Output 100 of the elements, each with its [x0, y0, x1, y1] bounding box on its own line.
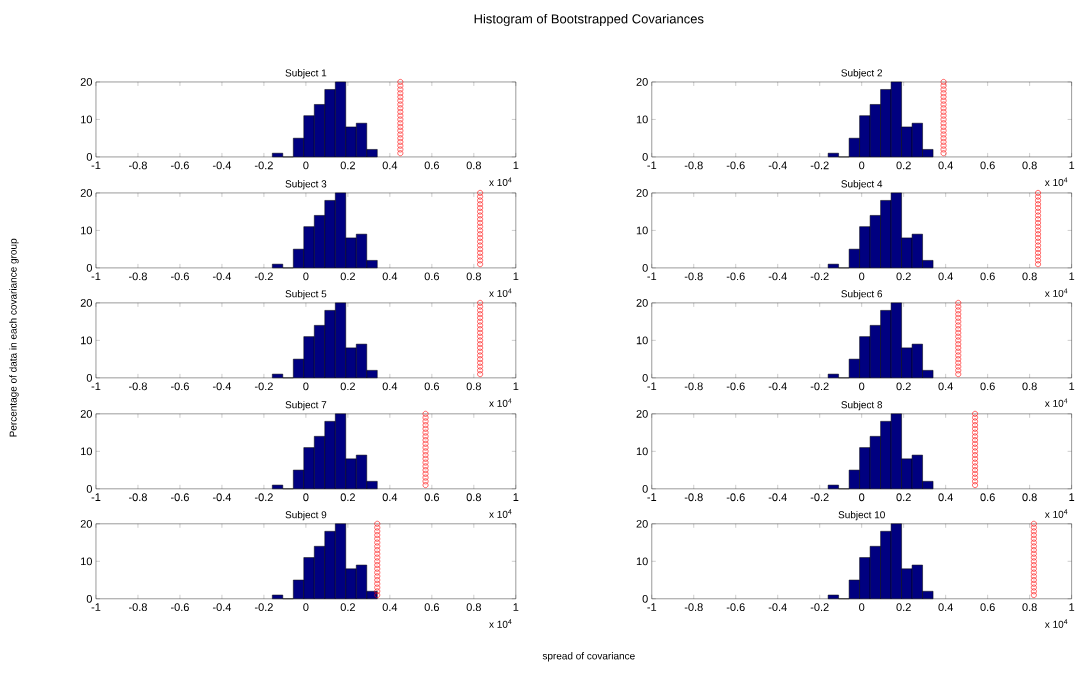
x-tick-label: 0 — [303, 272, 309, 281]
point — [1035, 250, 1041, 256]
point — [972, 474, 978, 481]
chart-title: Subject 7 — [285, 401, 327, 411]
point — [955, 318, 962, 325]
point — [374, 551, 381, 557]
x-tick-label: -0.2 — [254, 603, 273, 612]
text: Percentage of data in each covariance group — [9, 238, 19, 437]
point — [422, 482, 429, 489]
point — [477, 352, 484, 359]
point — [955, 311, 962, 318]
point — [940, 109, 947, 115]
point — [477, 367, 484, 374]
text: x 10$^{4}$ — [1044, 619, 1068, 628]
point — [477, 337, 484, 344]
point — [972, 433, 978, 440]
point — [1035, 253, 1041, 260]
x-tick-label: -0.2 — [810, 493, 829, 502]
x-tick-label: 0.8 — [1022, 603, 1037, 612]
x-tick-label: 0.8 — [466, 272, 481, 281]
y-tick-label: 0 — [86, 374, 92, 382]
point — [972, 459, 978, 466]
point — [422, 441, 429, 447]
x-tick-label: 0.2 — [896, 161, 911, 170]
x-tick-label: 0.2 — [896, 603, 911, 612]
point — [397, 101, 404, 108]
chart-title: Subject 9 — [285, 511, 327, 521]
point — [374, 581, 381, 587]
point — [422, 414, 429, 421]
point — [397, 135, 404, 142]
point — [1030, 558, 1037, 565]
point — [477, 311, 484, 318]
y-tick-label: 0 — [642, 264, 648, 272]
point — [1035, 235, 1041, 241]
x-tick-label: -1 — [647, 272, 657, 281]
x-tick-label: -0.8 — [684, 161, 703, 170]
x-tick-label: -0.2 — [810, 272, 829, 281]
x-tick-label: -0.6 — [726, 603, 745, 612]
y-tick-label: 20 — [80, 520, 92, 528]
text: x 10$^{4}$ — [489, 288, 512, 298]
point — [477, 326, 484, 333]
text: x 10$^{4}$ — [489, 177, 512, 187]
point — [422, 433, 429, 440]
x-tick-label: -1 — [91, 272, 101, 281]
text: x 10$^{4}$ — [489, 619, 512, 628]
x-tick-label: 0.4 — [938, 603, 953, 612]
point — [477, 363, 484, 370]
point — [940, 139, 947, 145]
point — [972, 444, 978, 451]
point — [422, 478, 429, 485]
x-tick-label: -0.2 — [810, 603, 829, 612]
point — [374, 573, 381, 580]
point — [1035, 193, 1041, 200]
point — [955, 330, 962, 336]
y-tick-label: 10 — [81, 336, 92, 345]
point — [422, 411, 429, 417]
point — [1030, 547, 1037, 554]
y-tick-label: 20 — [80, 299, 92, 307]
x-tick-label: 1 — [513, 493, 519, 502]
x-tick-label: 0.6 — [424, 603, 439, 612]
point — [972, 437, 978, 444]
x-tick-label: 0.6 — [424, 161, 439, 170]
x-tick-label: 0.2 — [896, 272, 911, 281]
y-tick-label: 0 — [86, 595, 92, 603]
point — [477, 315, 484, 321]
point — [972, 482, 978, 489]
y-tick-label: 10 — [81, 447, 92, 456]
point — [1030, 562, 1037, 569]
point — [477, 223, 484, 230]
point — [1035, 257, 1041, 264]
x-tick-label: -0.2 — [254, 493, 273, 502]
x-tick-label: -0.8 — [128, 382, 147, 391]
point — [955, 333, 962, 340]
x-tick-label: 0.6 — [424, 493, 439, 502]
point — [1035, 223, 1041, 230]
point — [972, 463, 978, 470]
point — [1030, 581, 1037, 587]
point — [972, 411, 978, 417]
x-tick-label: -1 — [647, 161, 657, 170]
x-tick-label: 0.6 — [424, 382, 439, 391]
point — [1030, 588, 1037, 595]
point — [940, 112, 947, 119]
point — [422, 444, 429, 451]
x-tick-label: -0.6 — [726, 493, 745, 502]
point — [972, 452, 978, 459]
point — [955, 363, 962, 370]
point — [477, 212, 484, 219]
point — [477, 257, 484, 264]
point — [1035, 261, 1041, 268]
point — [422, 422, 429, 429]
x-tick-label: 0 — [859, 161, 865, 170]
point — [1030, 528, 1037, 535]
point — [397, 94, 404, 100]
x-tick-label: -0.8 — [128, 603, 147, 612]
point — [972, 467, 978, 474]
x-tick-label: -0.2 — [254, 272, 273, 281]
point — [374, 592, 381, 599]
point — [1035, 216, 1041, 223]
y-tick-label: 0 — [86, 485, 92, 493]
x-tick-label: 0.8 — [1022, 493, 1037, 502]
